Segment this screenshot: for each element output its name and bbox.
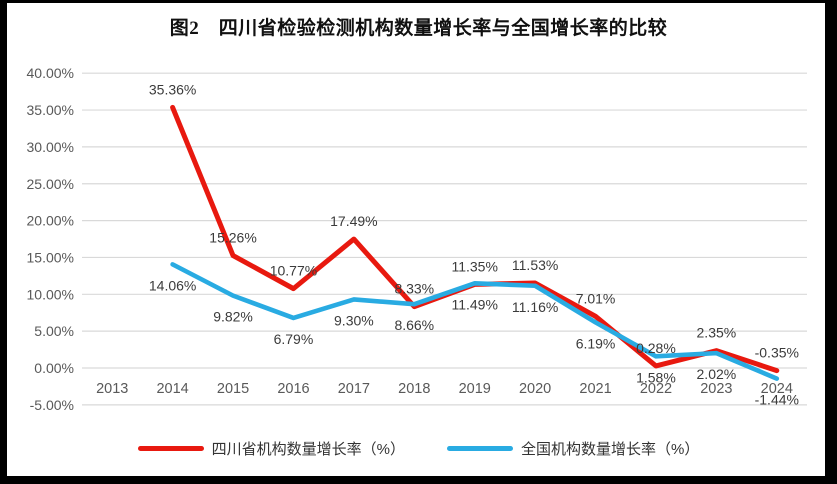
data-label: 6.19% [576,335,616,351]
y-tick-label: 10.00% [27,286,74,302]
y-tick-label: 40.00% [27,65,74,81]
legend-label-sichuan: 四川省机构数量增长率（%） [211,441,405,458]
chart-card [7,3,825,476]
data-label: 11.49% [451,296,497,312]
y-tick-label: -5.00% [30,397,74,413]
y-tick-label: 35.00% [27,102,74,118]
y-tick-label: 20.00% [27,213,74,229]
data-label: 2.35% [697,325,737,341]
data-label: 35.36% [149,81,196,97]
x-category-label: 2022 [640,381,672,397]
y-tick-label: 5.00% [34,323,74,339]
data-label: 9.82% [213,309,253,325]
y-tick-label: 0.00% [34,360,74,376]
x-category-label: 2017 [338,381,370,397]
x-category-label: 2021 [579,381,611,397]
legend: 四川省机构数量增长率（%） 全国机构数量增长率（%） [0,438,837,459]
data-label: 17.49% [330,213,377,229]
data-label: 11.35% [451,258,497,274]
data-label: 1.58% [636,369,676,385]
y-tick-label: 15.00% [27,249,74,265]
x-category-label: 2015 [217,381,249,397]
y-tick-label: 25.00% [27,176,74,192]
x-category-label: 2016 [277,381,309,397]
x-category-label: 2023 [700,381,732,397]
legend-item-sichuan: 四川省机构数量增长率（%） [137,438,405,459]
y-tick-label: 30.00% [27,139,74,155]
data-label: 2.02% [697,366,737,382]
data-label: 11.16% [512,299,558,315]
national-series-line [170,262,780,381]
data-label: 8.66% [394,317,434,333]
data-label: -0.35% [755,345,799,361]
x-category-label: 2014 [156,381,188,397]
legend-swatch-national-icon [447,446,513,451]
data-label: 15.26% [209,230,256,246]
legend-item-national: 全国机构数量增长率（%） [447,438,699,459]
data-label: 10.77% [270,263,317,279]
data-label: 11.53% [512,257,558,273]
x-category-label: 2018 [398,381,430,397]
data-label: -1.44% [755,392,799,408]
data-label: 14.06% [149,277,196,293]
data-label: 8.33% [394,281,434,297]
x-category-label: 2019 [459,381,491,397]
data-label: 9.30% [334,312,374,328]
legend-label-national: 全国机构数量增长率（%） [521,441,700,458]
chart-title: 图2 四川省检验检测机构数量增长率与全国增长率的比较 [169,18,668,39]
x-category-label: 2020 [519,381,551,397]
data-label: 0.28% [636,340,676,356]
legend-swatch-sichuan-icon [137,446,204,451]
data-label: 7.01% [576,290,616,306]
x-category-label: 2013 [96,381,128,397]
x-category-label: 2024 [761,381,793,397]
data-label: 6.79% [274,331,314,347]
